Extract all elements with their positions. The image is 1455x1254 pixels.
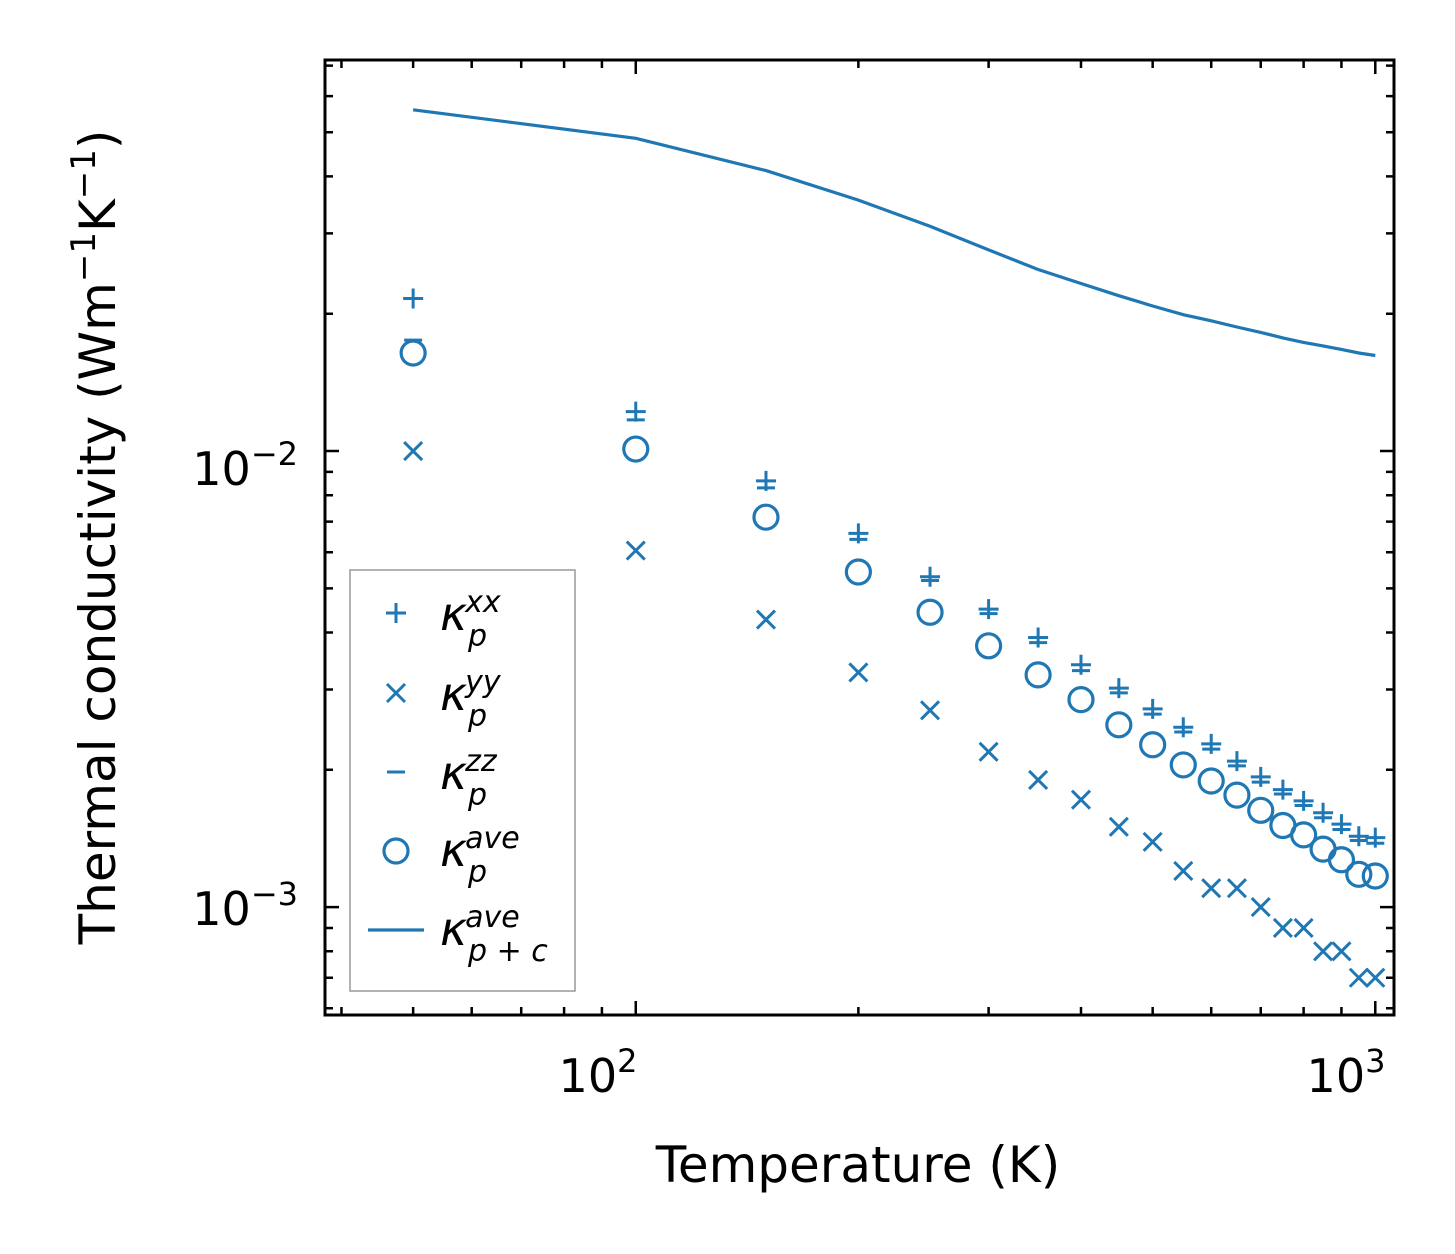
x-axis-label: Temperature (K) xyxy=(655,1136,1060,1194)
data-point-s3-15 xyxy=(1290,821,1318,849)
data-point-s1-7 xyxy=(1070,789,1092,810)
data-point-s1-6 xyxy=(1028,769,1049,791)
data-point-s0-17 xyxy=(1331,814,1352,835)
legend-marker-3 xyxy=(382,837,410,865)
data-point-s0-0 xyxy=(403,288,424,309)
data-point-s1-15 xyxy=(1293,917,1314,939)
data-point-s3-2 xyxy=(752,503,780,531)
data-point-s0-5 xyxy=(978,599,999,620)
legend-marker-1 xyxy=(385,682,407,704)
data-point-s1-8 xyxy=(1108,816,1129,837)
data-point-s1-3 xyxy=(848,662,869,683)
legend-label-xx: κxx p xyxy=(440,585,501,654)
data-point-s0-11 xyxy=(1201,733,1222,754)
legend-label-ave-pc: κave p + c xyxy=(440,900,548,969)
data-point-s1-12 xyxy=(1226,878,1247,899)
data-point-s1-5 xyxy=(978,741,999,762)
data-point-s0-9 xyxy=(1142,698,1163,719)
legend-markers xyxy=(368,603,424,932)
data-point-s1-0 xyxy=(403,440,424,462)
plot-frame xyxy=(323,58,1396,1017)
plot-data-layer xyxy=(399,108,1389,988)
data-point-s3-6 xyxy=(1024,661,1052,689)
data-point-s1-1 xyxy=(625,540,646,561)
data-point-s1-11 xyxy=(1201,878,1222,899)
data-point-s3-1 xyxy=(622,435,650,463)
x-tick-label-100: 102 xyxy=(559,1042,638,1103)
data-point-s1-14 xyxy=(1272,917,1293,939)
data-point-s1-18 xyxy=(1348,967,1369,988)
data-point-s0-4 xyxy=(920,566,941,587)
data-point-s0-10 xyxy=(1173,717,1194,738)
data-point-s3-3 xyxy=(844,558,872,586)
data-point-s3-0 xyxy=(399,339,427,367)
legend-box xyxy=(349,569,576,992)
data-point-s3-16 xyxy=(1309,835,1337,863)
data-point-s1-9 xyxy=(1142,831,1163,852)
data-point-s0-12 xyxy=(1226,751,1247,772)
series-line-4 xyxy=(412,108,1376,358)
legend-label-zz: κzz p xyxy=(440,744,498,813)
data-point-s3-7 xyxy=(1067,686,1095,714)
data-point-s1-17 xyxy=(1331,941,1352,962)
x-tick-label-1000: 103 xyxy=(1307,1042,1386,1103)
data-point-s1-19 xyxy=(1365,967,1386,988)
legend-marker-0 xyxy=(386,603,406,623)
data-point-s3-19 xyxy=(1361,862,1389,890)
data-point-s0-1 xyxy=(625,401,646,422)
data-point-s0-14 xyxy=(1272,779,1293,800)
data-point-s3-9 xyxy=(1139,731,1167,759)
data-point-s0-8 xyxy=(1108,678,1129,699)
data-point-s3-8 xyxy=(1105,711,1133,739)
data-point-s1-13 xyxy=(1250,897,1271,918)
legend: κxx p κyy p κzz p κave p κave p + c xyxy=(349,569,576,992)
data-point-s3-5 xyxy=(975,632,1003,660)
legend-label-yy: κyy p xyxy=(440,665,502,734)
y-tick-label-0.001: 10−3 xyxy=(192,875,298,936)
data-point-s0-16 xyxy=(1313,802,1334,823)
y-axis-label: Thermal conductivity (Wm−1K−1) xyxy=(64,130,127,946)
data-point-s3-11 xyxy=(1197,767,1225,795)
data-point-s1-2 xyxy=(755,609,777,630)
data-point-s3-13 xyxy=(1247,796,1275,824)
data-point-s1-10 xyxy=(1173,860,1194,882)
data-point-s0-13 xyxy=(1250,766,1271,787)
data-point-s0-6 xyxy=(1028,627,1049,648)
legend-label-ave: κave p xyxy=(440,821,520,890)
data-point-s3-17 xyxy=(1327,846,1356,874)
data-point-s3-10 xyxy=(1169,751,1197,779)
data-point-s1-4 xyxy=(919,700,941,721)
data-point-s3-12 xyxy=(1223,781,1251,809)
data-point-s0-15 xyxy=(1293,790,1314,811)
data-point-s3-18 xyxy=(1345,860,1373,888)
data-point-s1-16 xyxy=(1313,941,1334,962)
y-tick-label-0.01: 10−2 xyxy=(192,435,298,496)
data-point-s3-4 xyxy=(916,598,944,626)
